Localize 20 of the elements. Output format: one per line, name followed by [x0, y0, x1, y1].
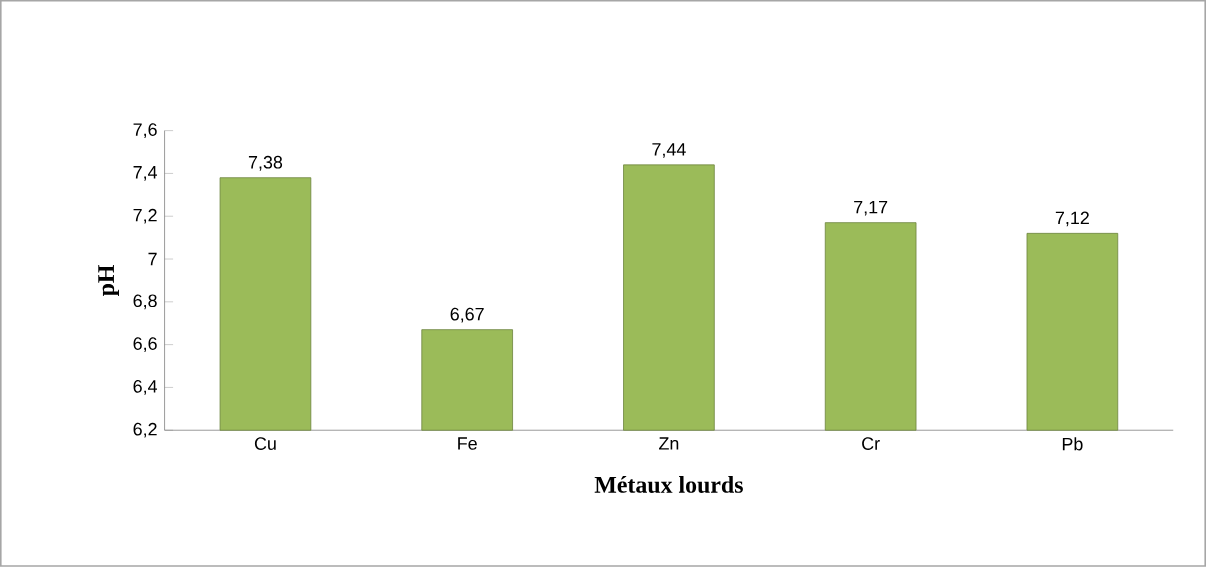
data-label: 7,38	[248, 155, 283, 171]
y-tick-label: 7	[148, 252, 157, 266]
y-tick-label: 6,2	[133, 422, 157, 438]
y-tick-label: 6,4	[133, 380, 158, 395]
y-tick-label: 6,8	[133, 294, 157, 310]
data-label: 6,67	[450, 307, 484, 323]
data-label: 7,12	[1055, 211, 1089, 227]
data-label: 7,44	[652, 143, 686, 158]
x-tick-label: Cr	[862, 437, 880, 451]
y-tick-label: 6,6	[133, 337, 157, 353]
y-tick-label: 7,6	[133, 123, 157, 139]
y-tick-label: 7,2	[133, 208, 157, 224]
x-axis-title: Métaux lourds	[594, 476, 743, 494]
data-label: 7,17	[854, 201, 888, 216]
y-tick-label: 7,4	[133, 166, 158, 181]
x-tick-label: Cu	[254, 437, 276, 451]
y-axis-title: pH	[98, 264, 119, 297]
x-tick-label: Pb	[1062, 437, 1083, 451]
x-tick-label: Zn	[659, 437, 679, 450]
x-tick-label: Fe	[458, 437, 477, 450]
